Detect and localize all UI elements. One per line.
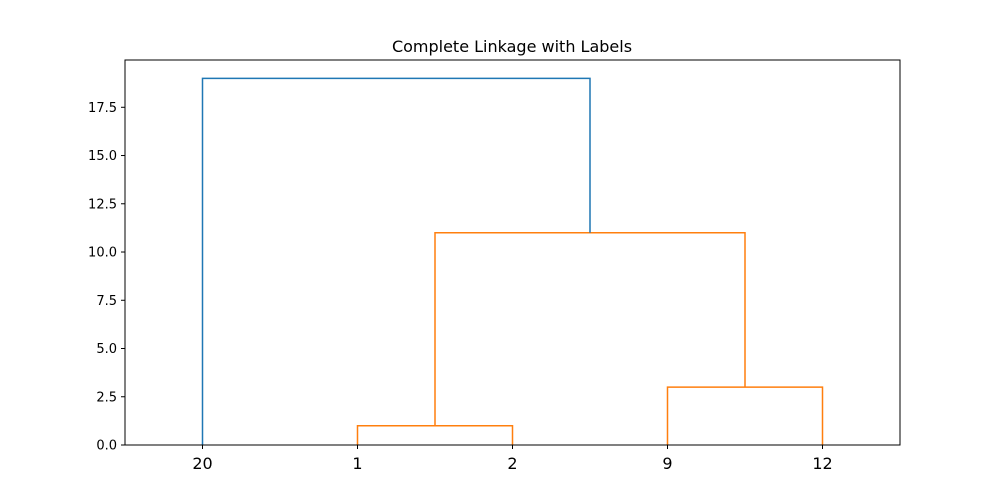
y-tick-label: 2.5 [96,390,117,405]
merge-link-1 [666,386,824,445]
dendrogram-links [201,77,824,445]
merge-link-0 [356,424,514,445]
leaf-label: 9 [662,454,672,473]
x-axis: 20 1 2 9 12 [192,445,833,473]
merge-link-2 [434,231,746,426]
leaf-label: 2 [507,454,517,473]
leaf-label: 20 [192,454,212,473]
merge-link-3 [201,77,591,445]
y-tick-label: 10.0 [88,246,117,261]
y-tick-label: 15.0 [88,149,117,164]
y-tick-label: 5.0 [96,342,117,357]
y-tick-label: 0.0 [96,439,117,454]
y-tick-label: 7.5 [96,294,117,309]
leaf-label: 12 [812,454,832,473]
y-tick-label: 17.5 [88,101,117,116]
leaf-label: 1 [352,454,362,473]
y-tick-label: 12.5 [88,197,117,212]
chart-title: Complete Linkage with Labels [392,37,632,56]
y-axis: 0.0 2.5 5.0 7.5 10.0 12.5 15.0 17.5 [88,101,125,454]
